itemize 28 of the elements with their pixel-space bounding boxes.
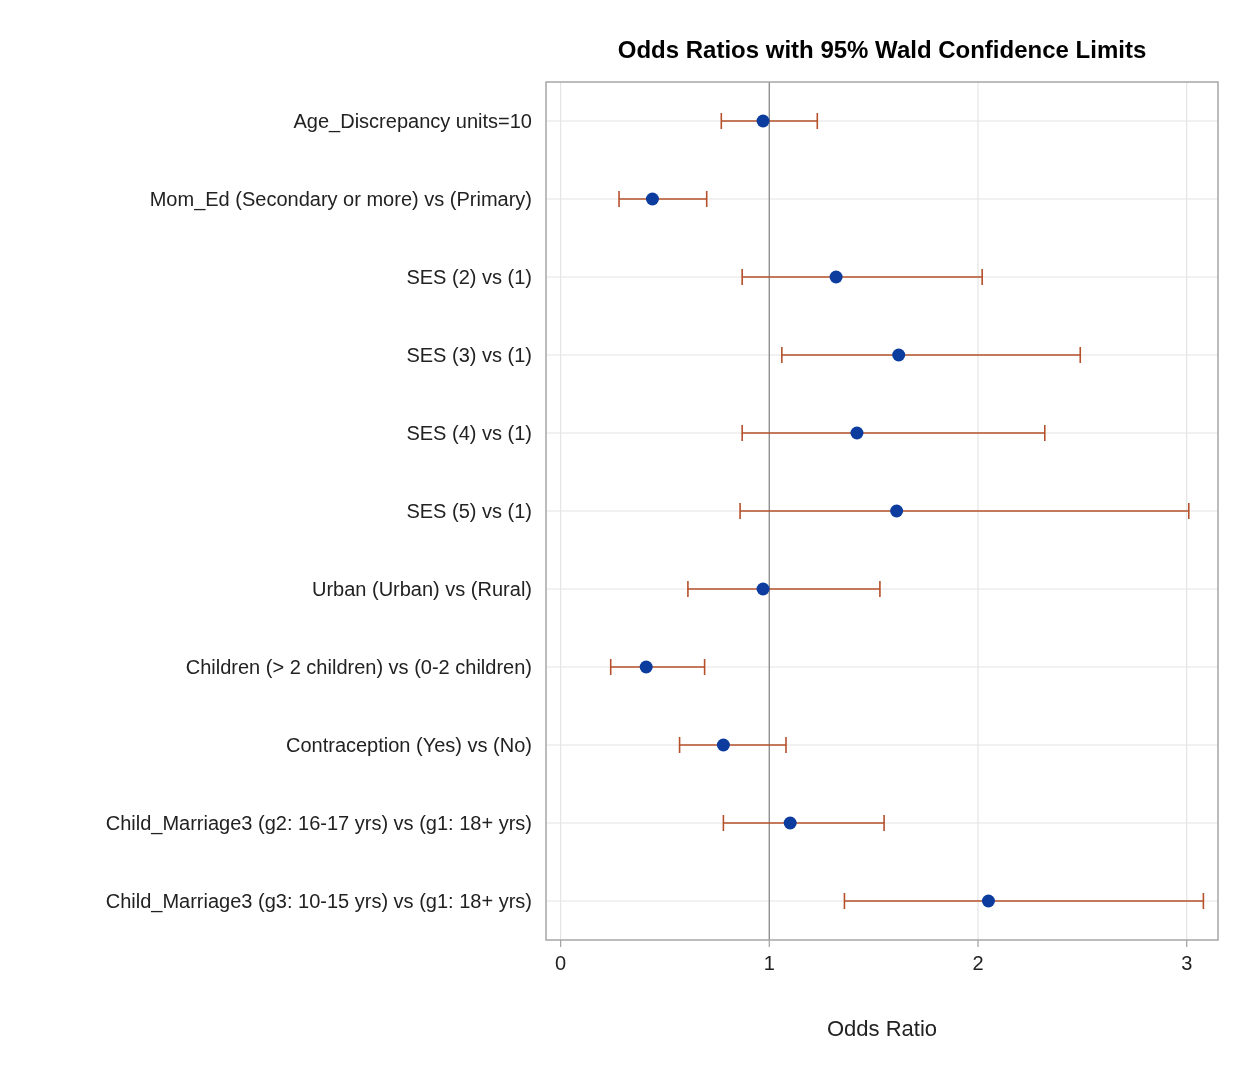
point — [890, 504, 904, 518]
y-tick-label: Child_Marriage3 (g2: 16-17 yrs) vs (g1: 18+ yrs) — [105, 812, 532, 835]
y-tick-label: SES (4) vs (1) — [406, 422, 532, 444]
y-tick-label: SES (2) vs (1) — [406, 266, 532, 288]
point — [716, 738, 730, 752]
y-tick-label: Age_Discrepancy units=10 — [293, 110, 532, 133]
point — [783, 816, 797, 830]
x-tick-label: 2 — [972, 952, 984, 974]
y-tick-label: Mom_Ed (Secondary or more) vs (Primary) — [149, 188, 532, 211]
y-tick-label: SES (5) vs (1) — [406, 500, 532, 522]
y-tick-label: SES (3) vs (1) — [406, 344, 532, 366]
point — [892, 348, 906, 362]
point — [756, 114, 770, 128]
chart-title: Odds Ratios with 95% Wald Confidence Limits — [617, 36, 1147, 63]
x-tick-label: 1 — [763, 952, 775, 974]
x-axis-title: Odds Ratio — [826, 1016, 938, 1041]
point — [981, 894, 995, 908]
point — [645, 192, 659, 206]
y-tick-label: Children (> 2 children) vs (0-2 children) — [185, 656, 532, 678]
x-tick-label: 0 — [555, 952, 567, 974]
point — [829, 270, 843, 284]
point — [850, 426, 864, 440]
y-tick-label: Contraception (Yes) vs (No) — [285, 734, 532, 756]
point — [756, 582, 770, 596]
y-tick-label: Urban (Urban) vs (Rural) — [311, 578, 532, 600]
x-tick-label: 3 — [1181, 952, 1193, 974]
point — [639, 660, 653, 674]
y-tick-label: Child_Marriage3 (g3: 10-15 yrs) vs (g1: 18+ yrs) — [105, 890, 532, 913]
